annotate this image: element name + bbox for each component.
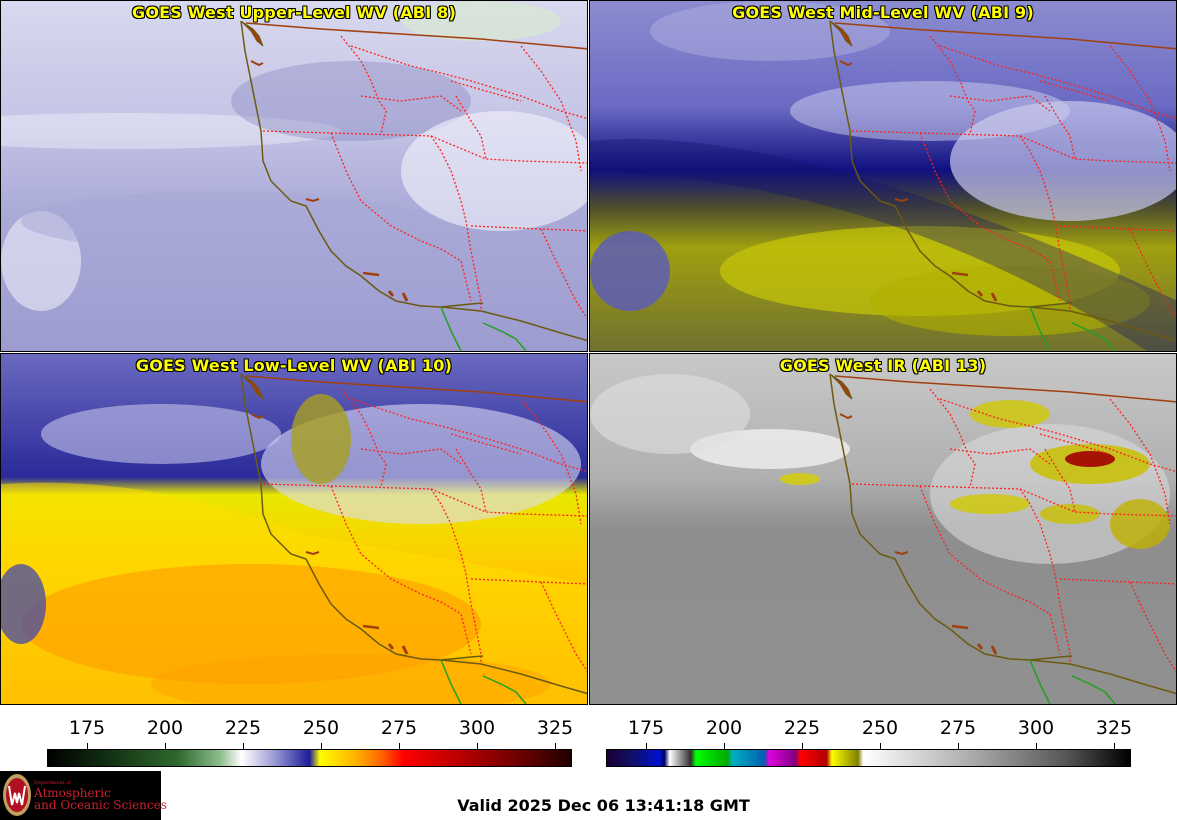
- low-level-wv-image: [1, 354, 587, 704]
- panel-upper-level-wv: GOES West Upper-Level WV (ABI 8): [0, 0, 588, 352]
- logo-line-2: and Oceanic Sciences: [34, 798, 167, 812]
- upper-level-wv-image: [1, 1, 587, 351]
- panel-title: GOES West Mid-Level WV (ABI 9): [732, 3, 1034, 22]
- ir-image: [590, 354, 1176, 704]
- tick-label: 300: [458, 717, 496, 739]
- panel-title: GOES West Low-Level WV (ABI 10): [135, 356, 453, 375]
- tick-label: 275: [939, 717, 977, 739]
- tick-label: 225: [783, 717, 821, 739]
- tick-label: 250: [302, 717, 340, 739]
- mid-level-wv-image: [590, 1, 1176, 351]
- panel-mid-level-wv: GOES West Mid-Level WV (ABI 9): [589, 0, 1177, 352]
- tick-label: 200: [705, 717, 743, 739]
- tick-label: 325: [536, 717, 574, 739]
- tick-label: 300: [1017, 717, 1055, 739]
- logo-dept-text: Department of: [34, 780, 71, 786]
- uw-aos-logo[interactable]: Department of Atmospheric and Oceanic Sc…: [0, 771, 167, 820]
- panel-low-level-wv: GOES West Low-Level WV (ABI 10): [0, 353, 588, 705]
- tick-label: 325: [1095, 717, 1133, 739]
- tick-label: 175: [68, 717, 106, 739]
- valid-time: Valid 2025 Dec 06 13:41:18 GMT: [457, 796, 750, 815]
- tick-label: 225: [224, 717, 262, 739]
- logo-line-1: Atmospheric: [34, 786, 111, 800]
- ir-colorbar: [606, 749, 1131, 767]
- tick-label: 275: [380, 717, 418, 739]
- tick-label: 200: [146, 717, 184, 739]
- panel-ir: GOES West IR (ABI 13): [589, 353, 1177, 705]
- panel-title: GOES West IR (ABI 13): [779, 356, 987, 375]
- uw-crest-icon: [3, 774, 31, 816]
- tick-label: 175: [627, 717, 665, 739]
- tick-label: 250: [861, 717, 899, 739]
- wv-colorbar: [47, 749, 572, 767]
- panel-title: GOES West Upper-Level WV (ABI 8): [132, 3, 456, 22]
